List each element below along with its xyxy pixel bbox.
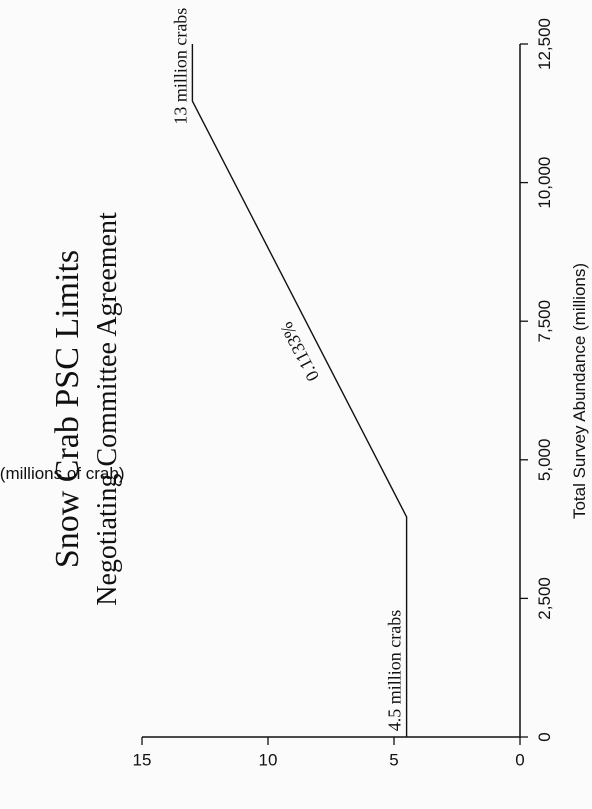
y-axis-label: PSC Limit (millions of crab) — [0, 464, 125, 483]
annotation-label: 0.1133% — [276, 319, 323, 385]
x-tick-label: 12,500 — [535, 18, 554, 70]
y-tick-label: 5 — [389, 750, 398, 769]
x-tick-label: 5,000 — [535, 439, 554, 482]
x-axis-label: Total Survey Abundance (millions) — [570, 263, 589, 519]
annotation-label: 4.5 million crabs — [385, 610, 405, 731]
y-tick-label: 10 — [259, 750, 278, 769]
chart-subtitle: Negotiating Committee Agreement — [92, 212, 123, 606]
x-tick-label: 0 — [535, 732, 554, 741]
series-line — [191, 44, 408, 737]
annotation-label: 13 million crabs — [170, 8, 190, 125]
x-tick-label: 10,000 — [535, 157, 554, 209]
y-tick-label: 0 — [515, 750, 524, 769]
y-tick-label: 15 — [133, 750, 152, 769]
x-tick-label: 2,500 — [535, 577, 554, 620]
chart-title: Snow Crab PSC Limits — [49, 250, 86, 568]
x-tick-label: 7,500 — [535, 300, 554, 343]
